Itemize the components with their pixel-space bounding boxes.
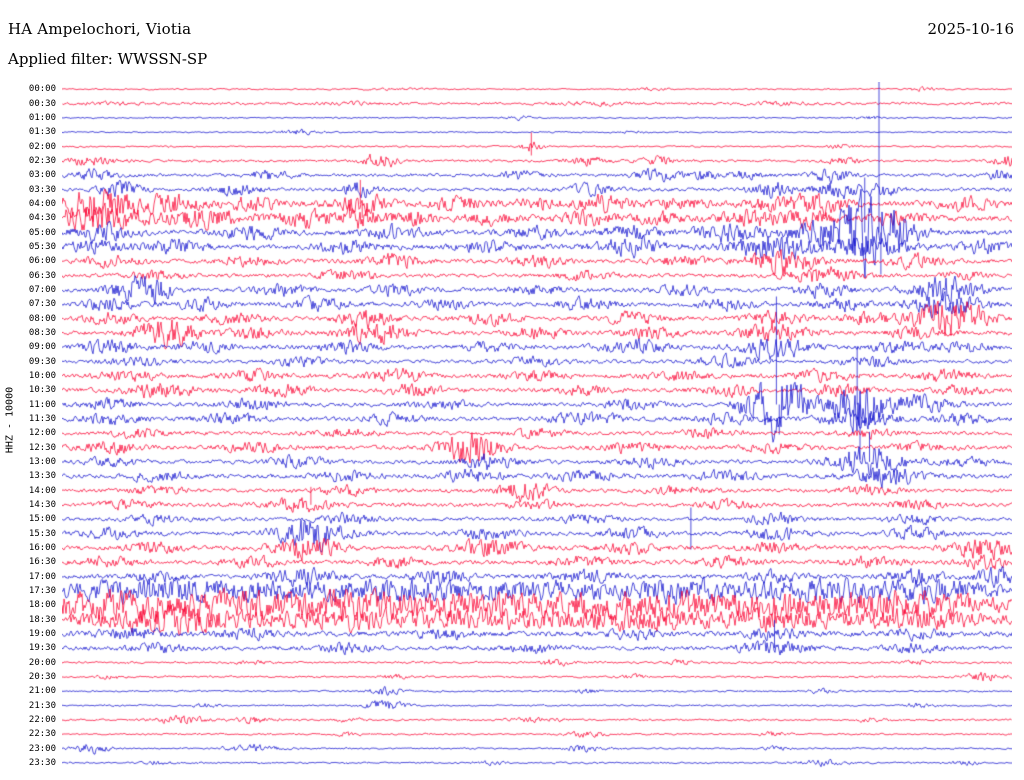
- time-label: 18:30: [28, 614, 56, 625]
- time-label: 19:00: [28, 628, 56, 639]
- time-label: 05:00: [28, 227, 56, 238]
- date-label: 2025-10-16: [927, 20, 1014, 38]
- seismogram-canvas: [62, 82, 1012, 770]
- time-label: 17:30: [28, 585, 56, 596]
- time-label: 19:30: [28, 643, 56, 654]
- time-label: 15:00: [28, 514, 56, 525]
- time-label: 20:00: [28, 657, 56, 668]
- time-axis: 00:00 00:30 01:00 01:30 02:00 02:30 03:00 03:30…: [0, 0, 58, 780]
- time-label: 18:00: [28, 600, 56, 611]
- time-label: 17:00: [28, 571, 56, 582]
- time-label: 22:30: [28, 729, 56, 740]
- time-label: 04:30: [28, 213, 56, 224]
- time-label: 13:00: [28, 456, 56, 467]
- time-label: 07:30: [28, 299, 56, 310]
- time-label: 05:30: [28, 241, 56, 252]
- time-label: 00:30: [28, 98, 56, 109]
- time-label: 06:30: [28, 270, 56, 281]
- time-label: 20:30: [28, 671, 56, 682]
- time-label: 02:30: [28, 155, 56, 166]
- time-label: 16:30: [28, 557, 56, 568]
- time-label: 08:00: [28, 313, 56, 324]
- time-label: 23:30: [28, 757, 56, 768]
- time-label: 15:30: [28, 528, 56, 539]
- time-label: 00:00: [28, 84, 56, 95]
- time-label: 03:30: [28, 184, 56, 195]
- time-label: 14:00: [28, 485, 56, 496]
- time-label: 10:30: [28, 385, 56, 396]
- time-label: 11:30: [28, 413, 56, 424]
- time-label: 21:30: [28, 700, 56, 711]
- time-label: 08:30: [28, 327, 56, 338]
- time-label: 01:30: [28, 127, 56, 138]
- time-label: 04:00: [28, 198, 56, 209]
- time-label: 10:00: [28, 370, 56, 381]
- filter-label: Applied filter: WWSSN-SP: [8, 50, 208, 68]
- time-label: 21:00: [28, 686, 56, 697]
- station-title: HA Ampelochori, Viotia: [8, 20, 192, 38]
- time-label: 23:00: [28, 743, 56, 754]
- time-label: 12:00: [28, 428, 56, 439]
- time-label: 06:00: [28, 256, 56, 267]
- time-label: 09:00: [28, 342, 56, 353]
- time-label: 07:00: [28, 284, 56, 295]
- time-label: 12:30: [28, 442, 56, 453]
- time-label: 01:00: [28, 112, 56, 123]
- time-label: 09:30: [28, 356, 56, 367]
- time-label: 16:00: [28, 542, 56, 553]
- time-label: 03:00: [28, 170, 56, 181]
- time-label: 14:30: [28, 499, 56, 510]
- time-label: 13:30: [28, 471, 56, 482]
- time-label: 02:00: [28, 141, 56, 152]
- time-label: 22:00: [28, 714, 56, 725]
- time-label: 11:00: [28, 399, 56, 410]
